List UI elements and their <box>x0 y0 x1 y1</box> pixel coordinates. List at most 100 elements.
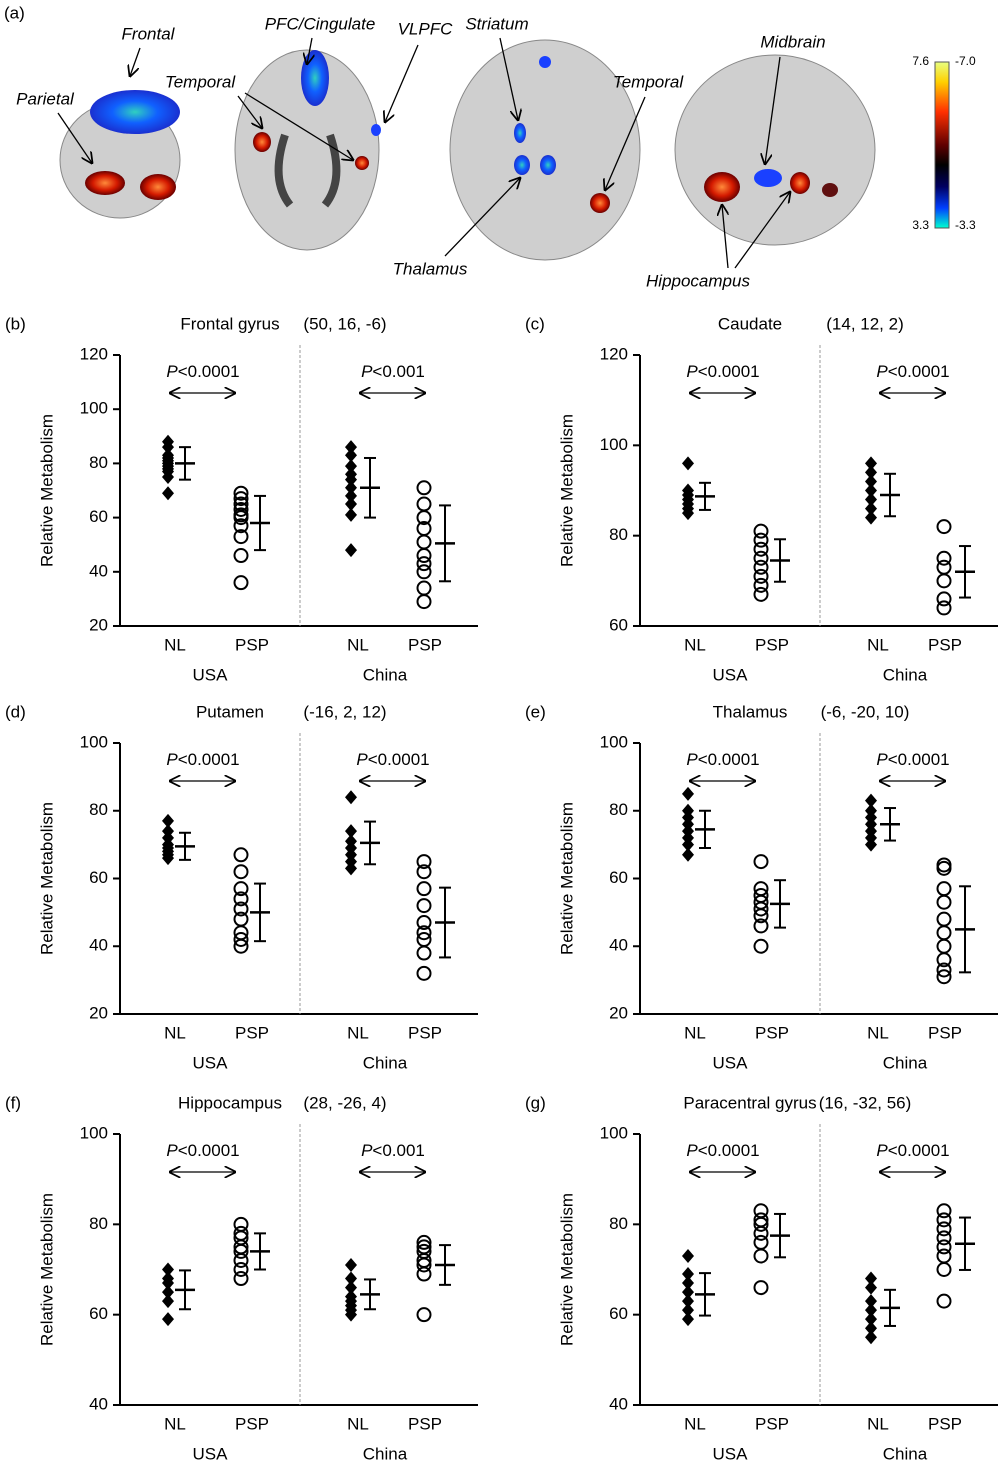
y-tick-label: 100 <box>600 732 628 751</box>
data-point <box>162 1262 174 1277</box>
data-point <box>753 881 769 897</box>
data-point <box>936 1239 952 1255</box>
arrow <box>734 192 790 269</box>
data-point <box>936 969 952 985</box>
data-point <box>416 965 432 981</box>
y-tick-label: 20 <box>89 1003 108 1022</box>
data-point <box>416 931 432 947</box>
data-point <box>865 1330 877 1345</box>
y-tick-label: 100 <box>600 1123 628 1142</box>
arrow <box>765 56 781 164</box>
data-point <box>865 1312 877 1327</box>
data-point <box>936 962 952 978</box>
data-point <box>233 1262 249 1277</box>
chart-title: Caudate <box>718 314 782 333</box>
data-point <box>233 575 249 591</box>
data-point <box>345 543 357 558</box>
data-point <box>936 1248 952 1264</box>
x-tick-label: PSP <box>235 635 269 654</box>
y-tick-label: 100 <box>80 399 108 418</box>
y-tick-label: 20 <box>609 1003 628 1022</box>
p-value-text: <0.001 <box>372 362 424 381</box>
x-tick-label: NL <box>164 1023 186 1042</box>
data-point <box>345 507 357 522</box>
group-label: USA <box>713 1053 749 1072</box>
colorbar-label: -3.3 <box>955 218 976 232</box>
data-point <box>865 456 877 471</box>
p-value: P<0.0001 <box>686 1141 759 1160</box>
p-symbol: P <box>361 1141 373 1160</box>
data-point <box>345 1257 357 1272</box>
chart: (c) Caudate (14, 12, 2) Relative Metabolism… <box>525 314 998 684</box>
data-point <box>162 1271 174 1286</box>
panel-label: (a) <box>4 3 25 22</box>
y-tick-label: 60 <box>609 1304 628 1323</box>
y-axis-label: Relative Metabolism <box>37 802 56 955</box>
data-point <box>233 931 249 947</box>
data-point <box>936 1262 952 1277</box>
data-point <box>233 1225 249 1241</box>
data-point <box>162 1312 174 1327</box>
p-value: P<0.0001 <box>166 1141 239 1160</box>
p-symbol: P <box>166 750 178 769</box>
x-tick-label: NL <box>684 1414 706 1433</box>
data-point <box>162 448 174 463</box>
data-point <box>753 1248 769 1264</box>
group-label: China <box>883 665 928 684</box>
x-tick-label: PSP <box>928 635 962 654</box>
blob <box>540 155 556 175</box>
y-tick-label: 40 <box>609 1394 628 1413</box>
data-point <box>936 600 952 616</box>
y-tick-label: 80 <box>89 453 108 472</box>
x-tick-label: NL <box>867 635 889 654</box>
chart-title: Thalamus <box>713 702 788 721</box>
y-tick-label: 40 <box>609 936 628 955</box>
blob <box>590 193 610 213</box>
data-point <box>865 501 877 516</box>
blob <box>754 169 782 187</box>
data-point <box>345 1271 357 1286</box>
region-label: VLPFC <box>398 19 454 38</box>
chart-subtitle: (16, -32, 56) <box>819 1093 912 1112</box>
data-point <box>345 834 357 849</box>
blob <box>85 171 125 195</box>
data-point <box>682 1294 694 1309</box>
data-point <box>865 793 877 808</box>
arrow <box>237 95 262 128</box>
blob <box>539 56 551 68</box>
data-point <box>865 803 877 818</box>
panel-label: (b) <box>5 314 26 333</box>
chart-subtitle: (14, 12, 2) <box>826 314 904 333</box>
arrow <box>385 44 419 122</box>
data-point <box>416 854 432 870</box>
data-point <box>865 1321 877 1336</box>
blob <box>355 156 369 170</box>
data-point <box>753 568 769 584</box>
p-value: P<0.0001 <box>876 750 949 769</box>
y-tick-label: 120 <box>600 344 628 363</box>
region-label: Hippocampus <box>646 271 750 290</box>
data-point <box>233 507 249 523</box>
data-point <box>753 550 769 566</box>
data-point <box>233 901 249 917</box>
p-value-text: <0.0001 <box>698 362 760 381</box>
y-axis-label: Relative Metabolism <box>37 414 56 567</box>
y-tick-label: 100 <box>80 732 108 751</box>
p-value: P<0.0001 <box>876 1141 949 1160</box>
colorbar-label: 3.3 <box>912 218 929 232</box>
blob <box>301 50 329 106</box>
data-point <box>416 925 432 941</box>
arrow <box>499 37 518 120</box>
data-point <box>233 847 249 863</box>
x-tick-label: PSP <box>928 1414 962 1433</box>
data-point <box>416 898 432 914</box>
chart: (e) Thalamus (-6, -20, 10) Relative Metabol… <box>525 702 998 1072</box>
group-label: China <box>883 1444 928 1463</box>
arrow <box>605 96 646 190</box>
data-point <box>865 465 877 480</box>
data-point <box>233 529 249 545</box>
data-point <box>936 1203 952 1219</box>
data-point <box>682 1248 694 1263</box>
blob <box>140 174 176 200</box>
p-value-text: <0.0001 <box>698 750 760 769</box>
